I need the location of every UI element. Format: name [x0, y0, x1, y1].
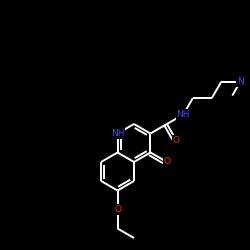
Text: O: O	[114, 205, 121, 214]
Text: O: O	[173, 136, 180, 145]
Text: NH: NH	[111, 129, 124, 138]
Text: NH: NH	[176, 110, 190, 119]
Text: O: O	[164, 158, 170, 166]
Text: N: N	[237, 77, 244, 86]
